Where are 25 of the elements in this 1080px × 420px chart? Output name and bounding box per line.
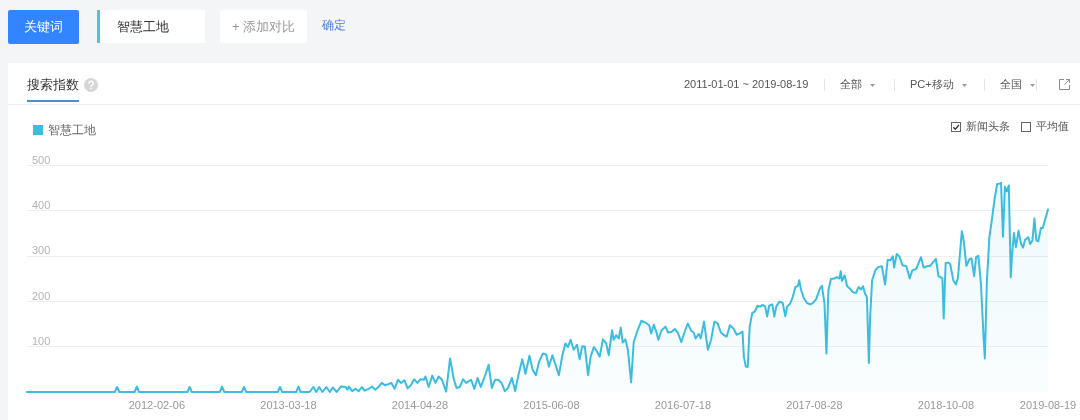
y-tick-label: 500 <box>32 153 51 166</box>
x-tick-label: 2012-02-06 <box>128 398 186 411</box>
y-tick-label: 100 <box>32 335 51 348</box>
text: 确定 <box>322 17 346 33</box>
x-tick-label: 2014-04-28 <box>391 398 449 411</box>
x-tick-label: 2015-06-08 <box>523 398 580 411</box>
chart-subtitle: 2011-01-01 ~ 2019-08-19 <box>684 78 809 92</box>
legend-label: 智慧工地 <box>48 123 96 137</box>
y-tick-label: 300 <box>32 244 51 257</box>
text: 智慧工地 <box>117 18 169 35</box>
x-tick-label: 2018-10-08 <box>917 398 975 411</box>
text: 关键词 <box>24 19 63 35</box>
text: + 添加对比 <box>232 18 296 35</box>
y-tick-label: 400 <box>32 198 51 211</box>
x-tick-label: 2013-03-18 <box>260 398 317 411</box>
x-tick-label: 2016-07-18 <box>654 398 712 411</box>
text: 全国 <box>1000 78 1022 92</box>
y-tick-label: 200 <box>32 289 51 302</box>
text: 新闻头条 <box>966 120 1010 134</box>
chart-title: 搜索指数 <box>27 77 79 93</box>
text: PC+移动 <box>910 78 954 92</box>
text: 平均值 <box>1036 120 1069 134</box>
text: 全部 <box>840 78 862 92</box>
x-tick-label: 2017-08-28 <box>786 398 843 411</box>
x-tick-label: 2019-08-19 <box>1019 398 1077 411</box>
